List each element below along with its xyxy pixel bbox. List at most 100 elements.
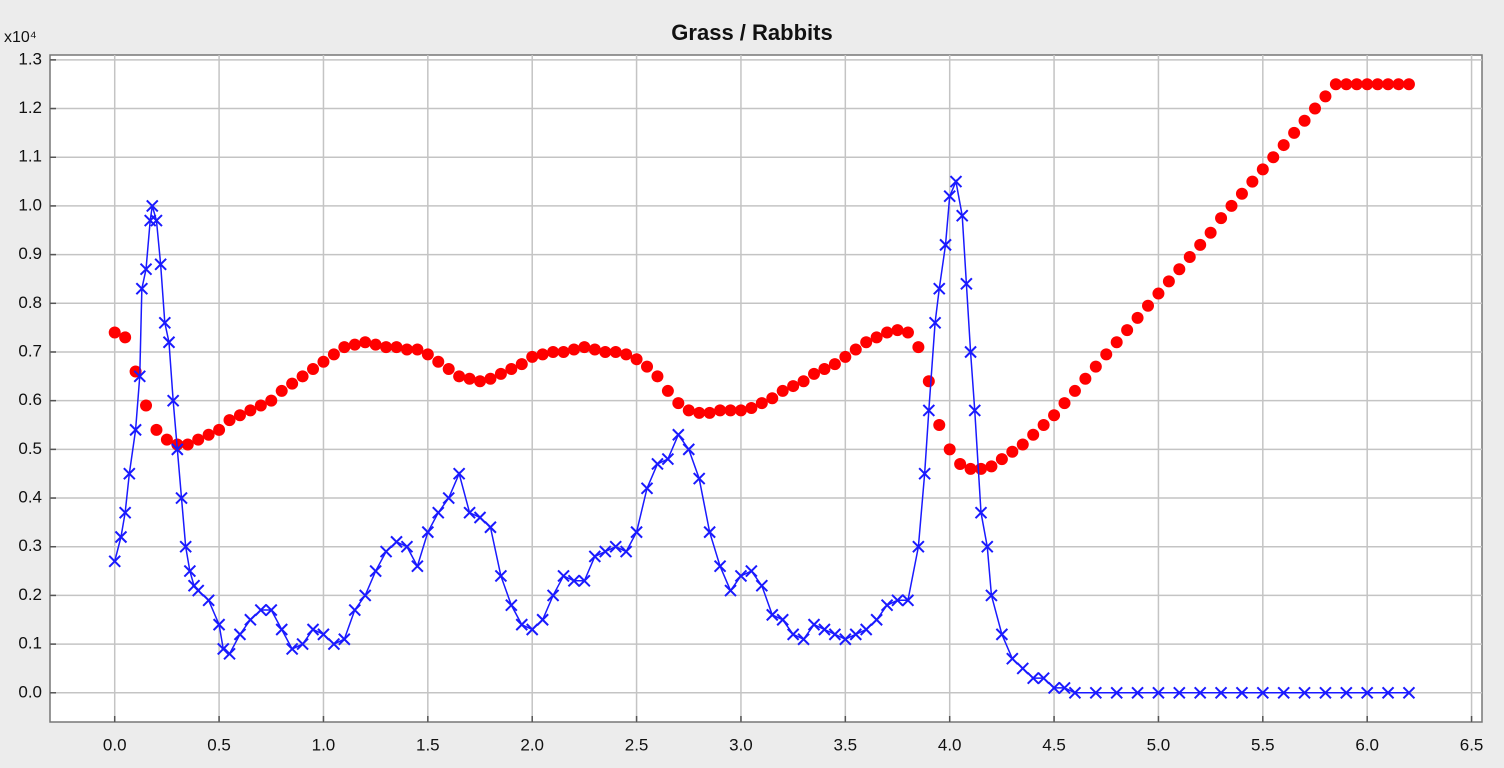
series (108, 175, 1416, 699)
point (1319, 90, 1332, 103)
point (578, 574, 591, 588)
point (933, 282, 946, 295)
point (1068, 686, 1082, 699)
point (1256, 163, 1269, 176)
point (1256, 686, 1270, 699)
point (661, 384, 674, 397)
point (369, 564, 382, 578)
point (1246, 175, 1259, 188)
point (828, 358, 841, 371)
y-tick-label: 0.7 (18, 341, 42, 360)
point (609, 345, 622, 358)
point (135, 282, 149, 295)
point (515, 358, 528, 371)
point (547, 345, 560, 358)
point (755, 579, 769, 592)
point (933, 419, 946, 432)
point (119, 331, 132, 344)
point (233, 409, 246, 422)
point (964, 345, 977, 359)
point (928, 316, 942, 329)
x-tick-label: 0.5 (207, 735, 231, 754)
point (183, 564, 197, 578)
point (787, 380, 800, 393)
point (1235, 686, 1249, 699)
point (661, 452, 675, 466)
y-tick-label: 0.5 (18, 439, 42, 458)
point (400, 540, 414, 553)
point (1173, 686, 1186, 699)
point (818, 623, 831, 636)
point (400, 343, 413, 356)
point (140, 399, 153, 412)
point (1194, 238, 1207, 251)
point (954, 457, 967, 470)
x-tick-label: 2.0 (520, 735, 544, 754)
point (1037, 419, 1050, 432)
point (682, 404, 695, 417)
point (146, 199, 159, 213)
point (849, 343, 862, 356)
point (505, 363, 518, 376)
point (860, 336, 873, 349)
point (181, 438, 194, 451)
point (1152, 686, 1165, 699)
chart-title: Grass / Rabbits (671, 20, 832, 45)
point (317, 628, 330, 641)
point (797, 375, 810, 388)
point (1100, 348, 1113, 361)
point (808, 367, 821, 380)
y-tick-label: 0.8 (18, 293, 42, 312)
point (286, 377, 299, 390)
point (1037, 671, 1050, 685)
point (901, 594, 915, 607)
x-tick-label: 5.0 (1147, 735, 1171, 754)
point (672, 428, 685, 441)
point (296, 637, 309, 651)
point (859, 623, 873, 636)
point (1309, 102, 1322, 115)
point (641, 360, 654, 373)
point (452, 467, 466, 480)
point (922, 375, 935, 388)
point (693, 406, 706, 419)
point (964, 462, 977, 475)
series (108, 78, 1415, 475)
y-tick-label: 1.3 (18, 49, 42, 68)
x-tick-label: 6.0 (1355, 735, 1379, 754)
point (1382, 78, 1395, 91)
point (1131, 311, 1144, 324)
point (338, 633, 351, 646)
point (453, 370, 466, 383)
point (995, 453, 1008, 466)
point (567, 574, 581, 588)
point (918, 467, 931, 480)
point (870, 613, 883, 626)
point (912, 540, 925, 553)
point (714, 404, 727, 417)
point (338, 341, 351, 354)
point (380, 341, 393, 354)
point (265, 603, 278, 617)
point (1006, 652, 1019, 665)
point (348, 603, 361, 617)
point (421, 348, 434, 361)
point (981, 540, 994, 553)
x-tick-label: 0.0 (103, 735, 127, 754)
point (1340, 78, 1353, 91)
point (1371, 78, 1384, 91)
point (818, 363, 831, 376)
point (212, 618, 226, 631)
point (880, 598, 894, 612)
point (1350, 78, 1363, 91)
point (421, 525, 435, 539)
point (223, 647, 236, 661)
point (1277, 686, 1290, 699)
point (150, 423, 163, 436)
point (275, 623, 288, 636)
x-tick-label: 1.5 (416, 735, 440, 754)
point (379, 545, 393, 558)
point (546, 589, 560, 602)
y-tick-label: 1.0 (18, 195, 42, 214)
x-tick-label: 4.5 (1042, 735, 1066, 754)
